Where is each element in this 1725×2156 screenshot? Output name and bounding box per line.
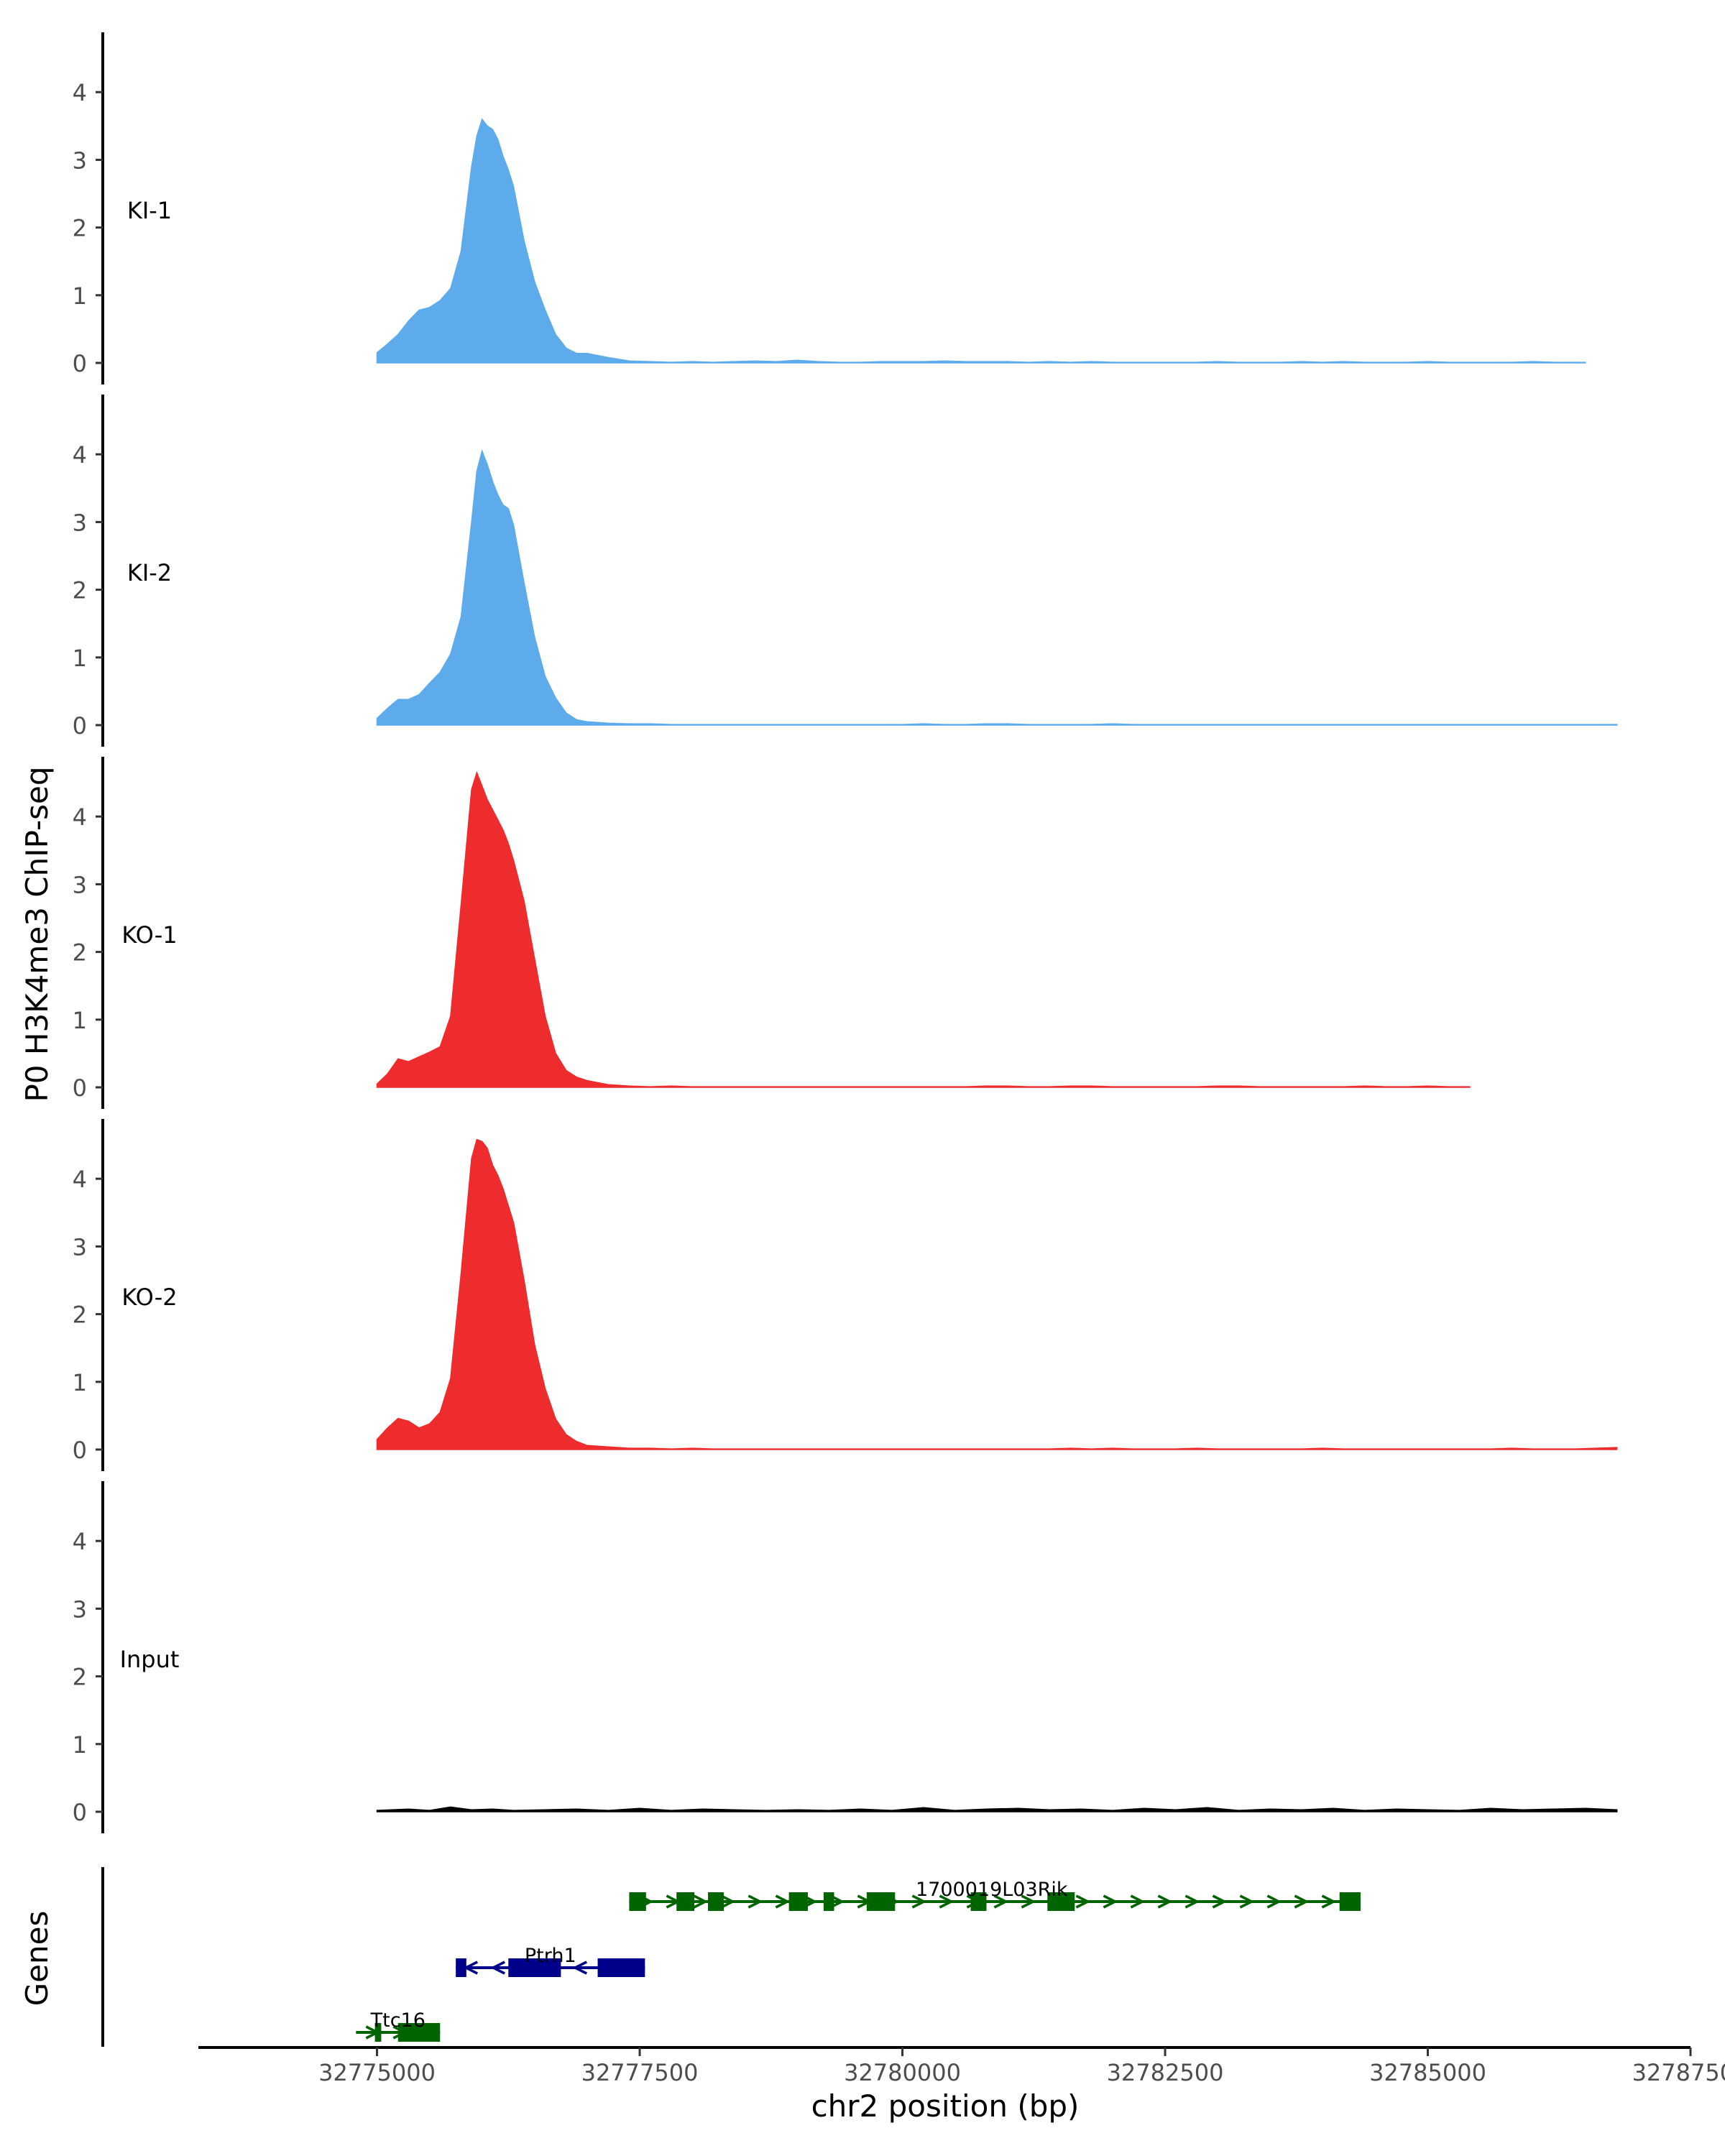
strand-arrow <box>1157 1894 1173 1909</box>
gene-exon <box>374 2023 382 2042</box>
strand-arrow <box>693 1894 709 1909</box>
gene-exon <box>788 1892 808 1911</box>
signal-area <box>376 1806 1618 1812</box>
track-panel: 0 1 2 3 4 KO-1 <box>73 757 1471 1109</box>
y-tick-label: 3 <box>73 1595 87 1623</box>
track-label: Input <box>120 1646 180 1673</box>
y-tick-label: 2 <box>73 1302 87 1329</box>
gene-label: 1700019L03Rik <box>916 1879 1068 1901</box>
y-tick-label: 1 <box>73 1731 87 1759</box>
x-tick-label: 32782500 <box>1107 2059 1224 2086</box>
y-tick-label: 4 <box>73 1528 87 1555</box>
gene-model: 1700019L03Rik <box>629 1879 1361 1911</box>
signal-area <box>376 770 1471 1088</box>
gene-exon <box>508 1958 561 1977</box>
gene-exon <box>866 1892 896 1911</box>
x-tick-label: 32785000 <box>1369 2059 1486 2086</box>
strand-arrow <box>1212 1894 1228 1909</box>
x-tick-label: 32777500 <box>581 2059 699 2086</box>
gene-exon <box>456 1958 466 1977</box>
y-tick-label: 3 <box>73 147 87 174</box>
x-tick-label: 32780000 <box>844 2059 961 2086</box>
gene-annotation-panel: 1700019L03Rik Ptrh1 Ttc16 <box>101 1867 1361 2047</box>
y-tick-label: 0 <box>73 712 87 740</box>
gene-exon <box>629 1892 646 1911</box>
gene-exon <box>1339 1892 1361 1911</box>
y-tick-label: 0 <box>73 1437 87 1464</box>
gene-exon <box>397 2023 441 2042</box>
gene-exon <box>1047 1892 1075 1911</box>
strand-arrow <box>720 1894 736 1909</box>
track-panel: 0 1 2 3 4 KI-1 <box>73 32 1586 384</box>
gene-exon <box>676 1892 695 1911</box>
track-label: KI-2 <box>127 559 172 586</box>
strand-arrow <box>1239 1894 1255 1909</box>
y-tick-label: 1 <box>73 282 87 310</box>
strand-arrow <box>1103 1894 1118 1909</box>
strand-arrow <box>775 1894 791 1909</box>
y-tick-label: 4 <box>73 441 87 469</box>
strand-arrow <box>748 1894 763 1909</box>
strand-arrow <box>1321 1894 1337 1909</box>
y-tick-label: 2 <box>73 215 87 242</box>
x-tick-label: 32787500 <box>1632 2059 1725 2086</box>
y-tick-label: 1 <box>73 1007 87 1034</box>
gene-model: Ptrh1 <box>456 1945 645 1977</box>
strand-arrow <box>1266 1894 1282 1909</box>
gene-model: Ttc16 <box>356 2009 441 2042</box>
gene-label: Ptrh1 <box>525 1945 576 1967</box>
strand-arrow <box>572 1961 587 1975</box>
y-tick-label: 2 <box>73 1664 87 1691</box>
y-tick-label: 1 <box>73 1369 87 1396</box>
track-label: KO-1 <box>121 921 177 949</box>
genes-panel-label: Genes <box>19 1911 55 2007</box>
strand-arrow <box>939 1894 954 1909</box>
y-tick-label: 4 <box>73 1166 87 1193</box>
x-axis: 32775000 32777500 32780000 32782500 32785000… <box>198 2046 1725 2086</box>
strand-arrow <box>1075 1894 1091 1909</box>
gene-exon <box>597 1958 645 1977</box>
track-label: KI-1 <box>127 197 172 224</box>
strand-arrow <box>993 1894 1009 1909</box>
x-tick-label: 32775000 <box>318 2059 436 2086</box>
y-tick-label: 1 <box>73 645 87 672</box>
strand-arrow <box>911 1894 927 1909</box>
y-tick-label: 0 <box>73 350 87 377</box>
y-tick-label: 0 <box>73 1074 87 1102</box>
track-panel: 0 1 2 3 4 Input <box>73 1481 1618 1833</box>
signal-area <box>376 449 1618 726</box>
gene-exon <box>708 1892 724 1911</box>
signal-tracks: 0 1 2 3 4 KI-1 0 1 2 3 4 KI-2 0 1 2 3 4 KO-1 0 1 2 3 4 KO-2 0 1 2 3… <box>73 32 1618 1833</box>
strand-arrow <box>1294 1894 1310 1909</box>
track-panel: 0 1 2 3 4 KI-2 <box>73 395 1618 747</box>
signal-area <box>376 1138 1618 1450</box>
gene-exon <box>823 1892 834 1911</box>
y-axis-label: P0 H3K4me3 ChIP-seq <box>19 766 55 1102</box>
gene-exon <box>970 1892 987 1911</box>
signal-area <box>376 118 1586 364</box>
y-tick-label: 4 <box>73 803 87 831</box>
y-tick-label: 3 <box>73 871 87 898</box>
strand-arrow <box>829 1894 845 1909</box>
strand-arrow <box>1130 1894 1146 1909</box>
strand-arrow <box>1021 1894 1036 1909</box>
y-tick-label: 4 <box>73 79 87 106</box>
strand-arrow <box>1184 1894 1200 1909</box>
strand-arrow <box>490 1961 505 1975</box>
y-tick-label: 0 <box>73 1799 87 1826</box>
gene-label: Ttc16 <box>370 2009 426 2032</box>
track-panel: 0 1 2 3 4 KO-2 <box>73 1119 1618 1471</box>
track-label: KO-2 <box>121 1284 177 1311</box>
y-tick-label: 3 <box>73 509 87 536</box>
y-tick-label: 2 <box>73 939 87 967</box>
y-tick-label: 3 <box>73 1233 87 1261</box>
y-tick-label: 2 <box>73 577 87 604</box>
x-axis-label: chr2 position (bp) <box>811 2088 1080 2124</box>
